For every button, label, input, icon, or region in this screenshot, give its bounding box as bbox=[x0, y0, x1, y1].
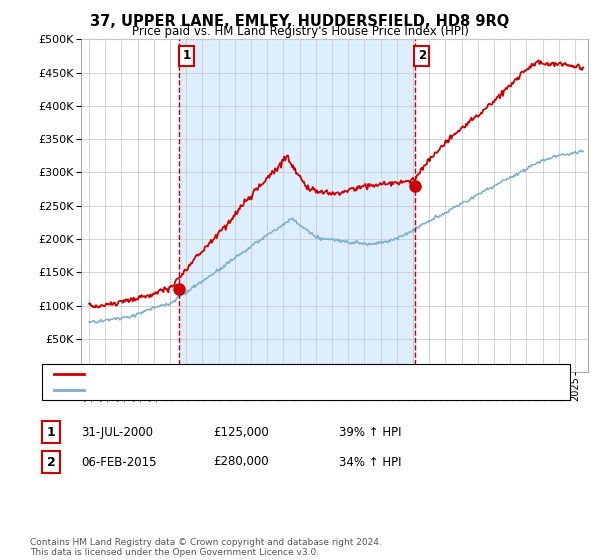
Text: £280,000: £280,000 bbox=[213, 455, 269, 469]
Text: 2: 2 bbox=[418, 49, 426, 62]
Text: Contains HM Land Registry data © Crown copyright and database right 2024.
This d: Contains HM Land Registry data © Crown c… bbox=[30, 538, 382, 557]
Text: 34% ↑ HPI: 34% ↑ HPI bbox=[339, 455, 401, 469]
Text: 1: 1 bbox=[47, 426, 55, 439]
Text: 37, UPPER LANE, EMLEY, HUDDERSFIELD, HD8 9RQ: 37, UPPER LANE, EMLEY, HUDDERSFIELD, HD8… bbox=[91, 14, 509, 29]
Text: 31-JUL-2000: 31-JUL-2000 bbox=[81, 426, 153, 439]
Text: 39% ↑ HPI: 39% ↑ HPI bbox=[339, 426, 401, 439]
Text: 2: 2 bbox=[47, 455, 55, 469]
Bar bbox=[179, 39, 415, 372]
Text: 37, UPPER LANE, EMLEY, HUDDERSFIELD, HD8 9RQ (detached house): 37, UPPER LANE, EMLEY, HUDDERSFIELD, HD8… bbox=[90, 369, 451, 379]
Text: 1: 1 bbox=[183, 49, 191, 62]
Text: £125,000: £125,000 bbox=[213, 426, 269, 439]
Text: 06-FEB-2015: 06-FEB-2015 bbox=[81, 455, 157, 469]
Text: HPI: Average price, detached house, Kirklees: HPI: Average price, detached house, Kirk… bbox=[90, 385, 325, 395]
Text: Price paid vs. HM Land Registry's House Price Index (HPI): Price paid vs. HM Land Registry's House … bbox=[131, 25, 469, 38]
